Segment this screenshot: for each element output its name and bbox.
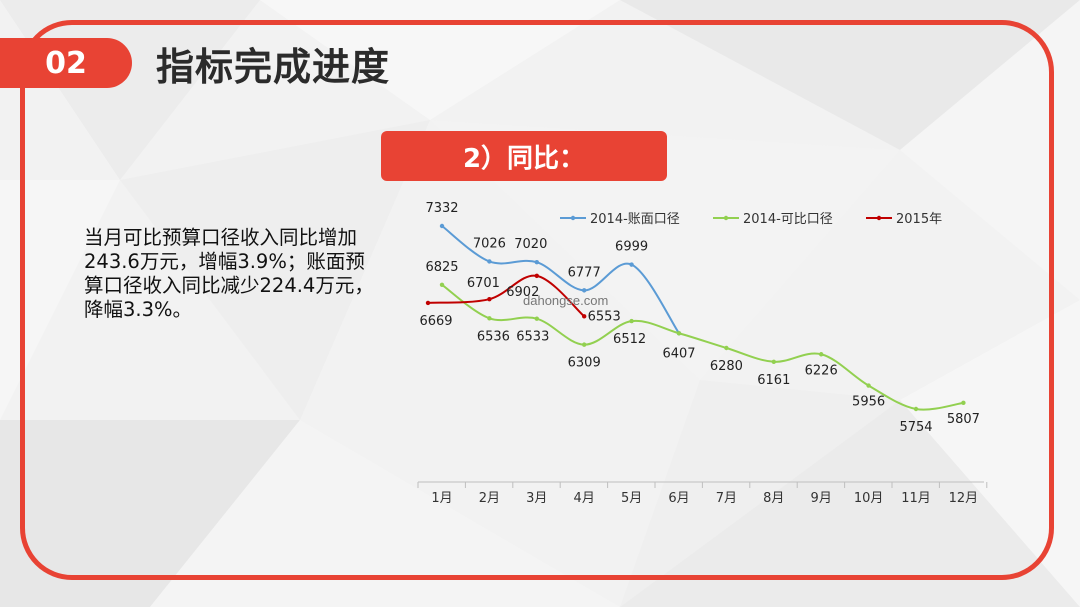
series-line xyxy=(441,283,964,411)
data-label: 5807 xyxy=(947,412,980,427)
data-label: 6701 xyxy=(467,276,500,291)
data-point xyxy=(724,345,729,351)
data-point xyxy=(487,316,492,321)
x-tick-label: 3月 xyxy=(526,491,547,506)
page-title: 指标完成进度 xyxy=(156,45,391,89)
legend-entry: 2014-可比口径 xyxy=(743,212,833,227)
data-label: 6280 xyxy=(710,359,743,374)
data-label: 5956 xyxy=(852,395,885,410)
data-label: 6902 xyxy=(506,285,539,300)
data-label: 6669 xyxy=(419,314,452,329)
x-tick-label: 9月 xyxy=(811,491,832,506)
x-tick-label: 5月 xyxy=(621,491,642,506)
data-point xyxy=(676,331,682,336)
series-line xyxy=(427,274,585,318)
data-label: 7026 xyxy=(473,236,506,251)
data-point xyxy=(771,359,776,365)
subtitle-banner: 2）同比： xyxy=(381,131,667,181)
data-label: 6512 xyxy=(613,332,646,347)
data-label: 6553 xyxy=(588,309,621,324)
data-point xyxy=(534,273,539,279)
data-label: 6309 xyxy=(568,356,601,371)
data-point xyxy=(534,259,539,265)
x-tick-label: 10月 xyxy=(854,491,884,506)
data-label: 6777 xyxy=(568,265,601,280)
section-number-badge: 02 xyxy=(0,38,132,88)
line-chart: 1月 2月 3月 4月 5月 6月 7月 8月 9月 10月 11月 12月 7332 7026 7020 6… xyxy=(417,201,988,506)
data-point xyxy=(487,296,492,302)
data-point xyxy=(534,316,539,321)
legend-entry: 2014-账面口径 xyxy=(590,212,680,227)
x-tick-label: 7月 xyxy=(716,491,737,506)
x-tick-label: 8月 xyxy=(763,491,784,506)
data-label: 6533 xyxy=(516,330,549,345)
data-point xyxy=(582,342,587,347)
data-label: 6407 xyxy=(662,346,695,361)
data-label: 7020 xyxy=(514,237,547,252)
x-tick-label: 12月 xyxy=(949,491,979,506)
data-label: 6161 xyxy=(757,373,790,388)
data-point xyxy=(866,383,871,388)
data-point xyxy=(961,400,966,406)
data-label: 5754 xyxy=(899,420,932,435)
x-tick-label: 2月 xyxy=(479,491,500,506)
x-tick-label: 11月 xyxy=(901,491,931,506)
data-point xyxy=(487,259,492,264)
data-point xyxy=(582,314,587,319)
legend-marker xyxy=(723,215,729,221)
data-label: 6226 xyxy=(805,363,838,378)
data-label: 6536 xyxy=(477,329,510,344)
watermark: dahongse.com xyxy=(523,293,609,308)
data-label: 7332 xyxy=(425,201,458,216)
x-tick-label: 4月 xyxy=(574,491,595,506)
x-tick-label: 1月 xyxy=(431,491,452,506)
data-label: 6999 xyxy=(615,240,648,255)
legend-marker xyxy=(876,215,882,221)
data-point xyxy=(439,223,445,229)
x-tick-label: 6月 xyxy=(668,491,689,506)
slide-frame xyxy=(20,20,1054,580)
data-point xyxy=(425,300,431,306)
legend-entry: 2015年 xyxy=(896,212,942,227)
data-point xyxy=(629,262,634,267)
data-label: 6825 xyxy=(425,260,458,275)
data-point xyxy=(819,352,824,357)
legend-marker xyxy=(570,215,576,221)
data-point xyxy=(913,406,919,412)
data-point xyxy=(582,288,587,293)
data-point xyxy=(439,282,445,287)
summary-text: 当月可比预算口径收入同比增加243.6万元，增幅3.9%；账面预算口径收入同比减… xyxy=(84,226,374,321)
data-point xyxy=(629,318,634,324)
